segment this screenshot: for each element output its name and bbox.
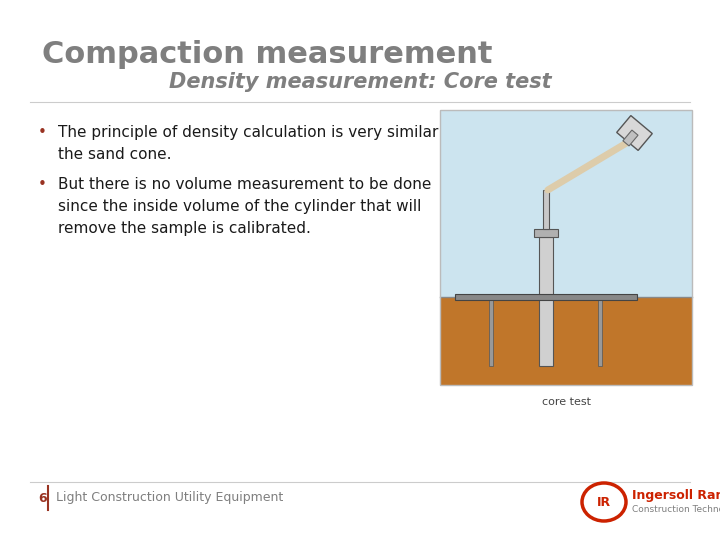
- Bar: [440, 110, 692, 385]
- Text: Density measurement: Core test: Density measurement: Core test: [168, 72, 552, 92]
- Text: the sand cone.: the sand cone.: [58, 147, 171, 162]
- Text: Construction Technologies: Construction Technologies: [632, 505, 720, 515]
- Text: Ingersoll Rand: Ingersoll Rand: [632, 489, 720, 503]
- Text: 6: 6: [38, 491, 47, 504]
- Text: core test: core test: [541, 397, 590, 407]
- Bar: [440, 297, 692, 385]
- Text: •: •: [38, 125, 47, 140]
- Polygon shape: [623, 130, 638, 146]
- Text: IR: IR: [597, 496, 611, 509]
- Bar: [440, 110, 692, 297]
- Polygon shape: [617, 116, 652, 151]
- Text: Compaction measurement: Compaction measurement: [42, 40, 492, 69]
- Bar: [539, 237, 553, 366]
- Bar: [598, 300, 602, 366]
- Text: The principle of density calculation is very similar to: The principle of density calculation is …: [58, 125, 459, 140]
- Text: •: •: [38, 177, 47, 192]
- Bar: [490, 300, 493, 366]
- Text: since the inside volume of the cylinder that will: since the inside volume of the cylinder …: [58, 199, 421, 214]
- Text: But there is no volume measurement to be done: But there is no volume measurement to be…: [58, 177, 431, 192]
- Bar: [543, 190, 549, 228]
- Text: Light Construction Utility Equipment: Light Construction Utility Equipment: [56, 491, 283, 504]
- Text: remove the sample is calibrated.: remove the sample is calibrated.: [58, 221, 311, 236]
- Bar: [534, 228, 558, 237]
- Bar: [455, 294, 636, 300]
